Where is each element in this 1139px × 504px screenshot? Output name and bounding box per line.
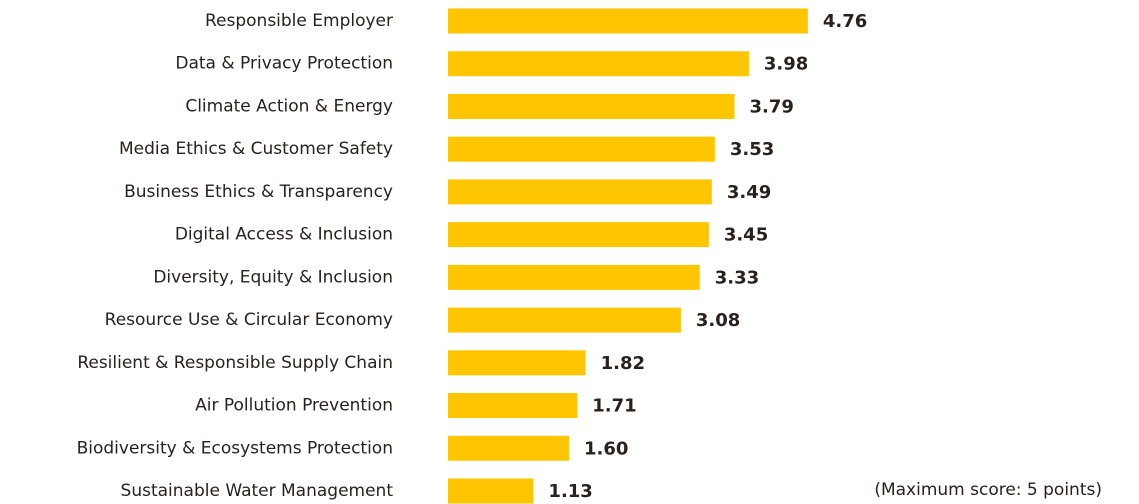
value-label: 1.71 [592, 396, 636, 417]
category-label: Biodiversity & Ecosystems Protection [77, 438, 393, 458]
value-label: 3.53 [730, 139, 774, 160]
bar [448, 307, 681, 333]
category-label: Data & Privacy Protection [175, 54, 393, 74]
bar [448, 435, 569, 461]
bar [448, 8, 808, 34]
value-label: 3.08 [696, 310, 740, 331]
category-label: Climate Action & Energy [185, 96, 393, 116]
category-label: Media Ethics & Customer Safety [119, 139, 393, 159]
bar [448, 222, 709, 248]
bar [448, 179, 712, 205]
bar [448, 478, 534, 504]
value-label: 3.33 [715, 267, 759, 288]
category-label: Business Ethics & Transparency [124, 182, 393, 202]
value-label: 3.98 [764, 54, 808, 75]
value-label: 1.60 [584, 438, 628, 459]
category-label: Resource Use & Circular Economy [105, 310, 393, 330]
bar [448, 93, 735, 119]
value-label: 3.79 [750, 96, 794, 117]
annotation: (Maximum score: 5 points) [874, 480, 1102, 500]
bar [448, 264, 700, 290]
category-label: Diversity, Equity & Inclusion [153, 267, 393, 287]
bar [448, 136, 715, 162]
bar [448, 350, 586, 376]
value-label: 4.76 [823, 11, 867, 32]
bar [448, 393, 578, 419]
value-label: 3.45 [724, 225, 768, 246]
category-label: Responsible Employer [205, 11, 393, 31]
value-label: 1.13 [548, 481, 592, 502]
category-label: Air Pollution Prevention [195, 396, 393, 416]
category-label: Digital Access & Inclusion [175, 225, 393, 245]
category-label: Resilient & Responsible Supply Chain [77, 353, 393, 373]
value-label: 3.49 [727, 182, 771, 203]
category-label: Sustainable Water Management [121, 481, 394, 501]
value-label: 1.82 [601, 353, 645, 374]
bar [448, 51, 749, 77]
